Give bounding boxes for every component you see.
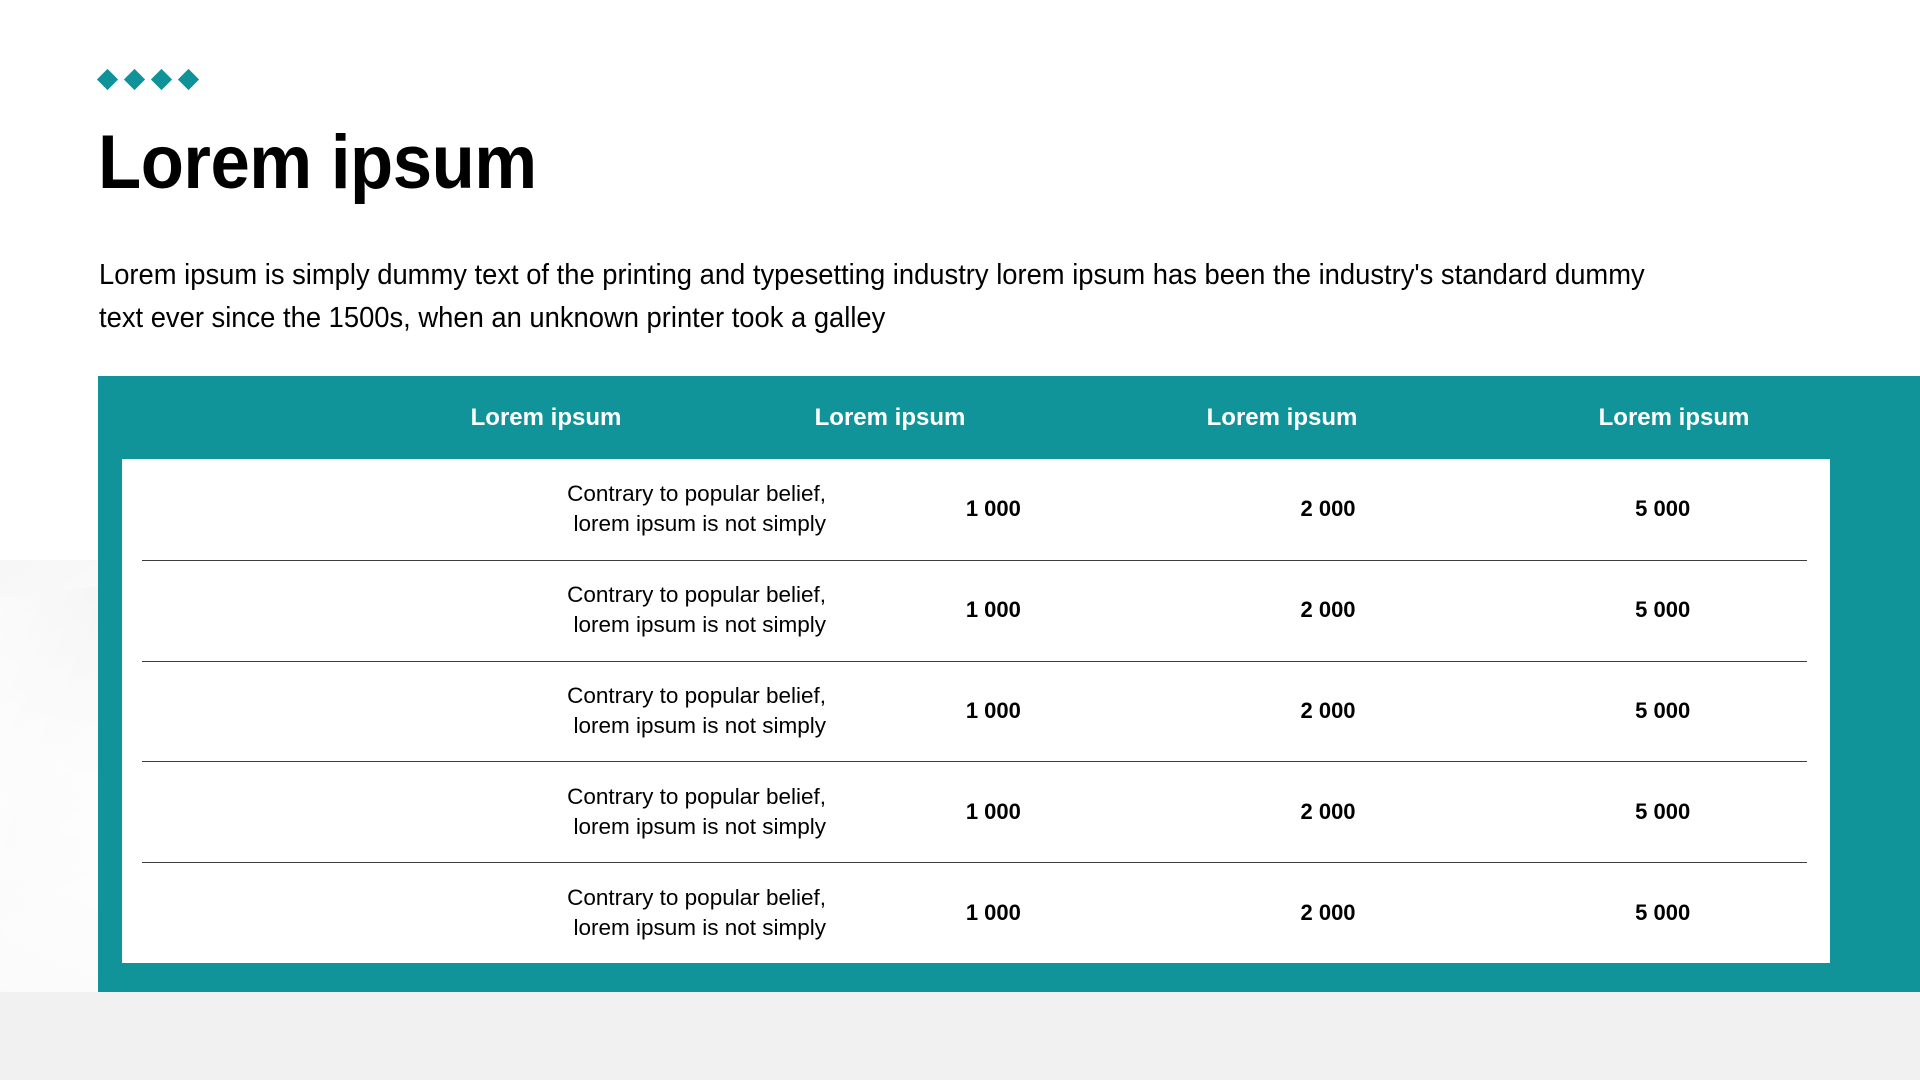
diamond-icon — [123, 68, 146, 91]
page-subtitle: Lorem ipsum is simply dummy text of the … — [99, 259, 1645, 334]
row-label: Contrary to popular belief, lorem ipsum … — [406, 883, 826, 943]
row-value-1: 1 000 — [965, 798, 1021, 824]
row-value-3: 5 000 — [1635, 697, 1691, 723]
row-value-1: 1 000 — [965, 899, 1021, 925]
row-value-1: 1 000 — [965, 697, 1021, 723]
row-value-2: 2 000 — [1300, 697, 1356, 723]
row-label: Contrary to popular belief, lorem ipsum … — [406, 479, 826, 539]
row-value-1: 1 000 — [965, 597, 1021, 623]
table-body: Contrary to popular belief, lorem ipsum … — [122, 459, 1830, 963]
bottom-background-strip — [0, 992, 1920, 1080]
row-label-line-1: Contrary to popular belief, — [567, 682, 827, 708]
table-row[interactable]: Contrary to popular belief, lorem ipsum … — [122, 559, 1830, 661]
row-value-2: 2 000 — [1300, 899, 1356, 925]
diamond-icon — [150, 68, 173, 91]
row-label-line-1: Contrary to popular belief, — [567, 783, 827, 809]
row-value-2: 2 000 — [1300, 597, 1356, 623]
row-label-line-1: Contrary to popular belief, — [567, 582, 827, 608]
row-value-2: 2 000 — [1300, 496, 1356, 522]
page-title: Lorem ipsum — [98, 120, 537, 205]
table-panel: Lorem ipsum Lorem ipsum Lorem ipsum Lore… — [98, 376, 1920, 992]
row-value-2: 2 000 — [1300, 798, 1356, 824]
table-header-cell-4: Lorem ipsum — [1598, 403, 1750, 431]
row-label: Contrary to popular belief, lorem ipsum … — [406, 580, 826, 640]
table-header-row: Lorem ipsum Lorem ipsum Lorem ipsum Lore… — [98, 376, 1920, 459]
table-header-cell-2: Lorem ipsum — [814, 403, 966, 431]
row-label-line-2: lorem ipsum is not simply — [573, 612, 827, 638]
table-row[interactable]: Contrary to popular belief, lorem ipsum … — [122, 459, 1830, 560]
row-label-line-1: Contrary to popular belief, — [567, 481, 827, 507]
table-row[interactable]: Contrary to popular belief, lorem ipsum … — [122, 761, 1830, 862]
decorative-diamonds — [96, 68, 200, 91]
row-label: Contrary to popular belief, lorem ipsum … — [406, 782, 826, 842]
row-label-line-1: Contrary to popular belief, — [567, 884, 827, 910]
row-label-line-2: lorem ipsum is not simply — [573, 813, 827, 839]
table-header-cell-1: Lorem ipsum — [470, 403, 622, 431]
row-value-3: 5 000 — [1635, 899, 1691, 925]
row-value-3: 5 000 — [1635, 597, 1691, 623]
table-card: Contrary to popular belief, lorem ipsum … — [122, 459, 1830, 963]
row-label-line-2: lorem ipsum is not simply — [573, 712, 827, 738]
row-value-3: 5 000 — [1635, 496, 1691, 522]
table-row[interactable]: Contrary to popular belief, lorem ipsum … — [122, 862, 1830, 963]
row-value-1: 1 000 — [965, 496, 1021, 522]
row-label: Contrary to popular belief, lorem ipsum … — [406, 681, 826, 741]
table-header-cell-3: Lorem ipsum — [1206, 403, 1358, 431]
row-value-3: 5 000 — [1635, 798, 1691, 824]
row-label-line-2: lorem ipsum is not simply — [573, 914, 827, 940]
table-row[interactable]: Contrary to popular belief, lorem ipsum … — [122, 660, 1830, 762]
row-label-line-2: lorem ipsum is not simply — [573, 511, 827, 537]
diamond-icon — [177, 68, 200, 91]
diamond-icon — [96, 68, 119, 91]
